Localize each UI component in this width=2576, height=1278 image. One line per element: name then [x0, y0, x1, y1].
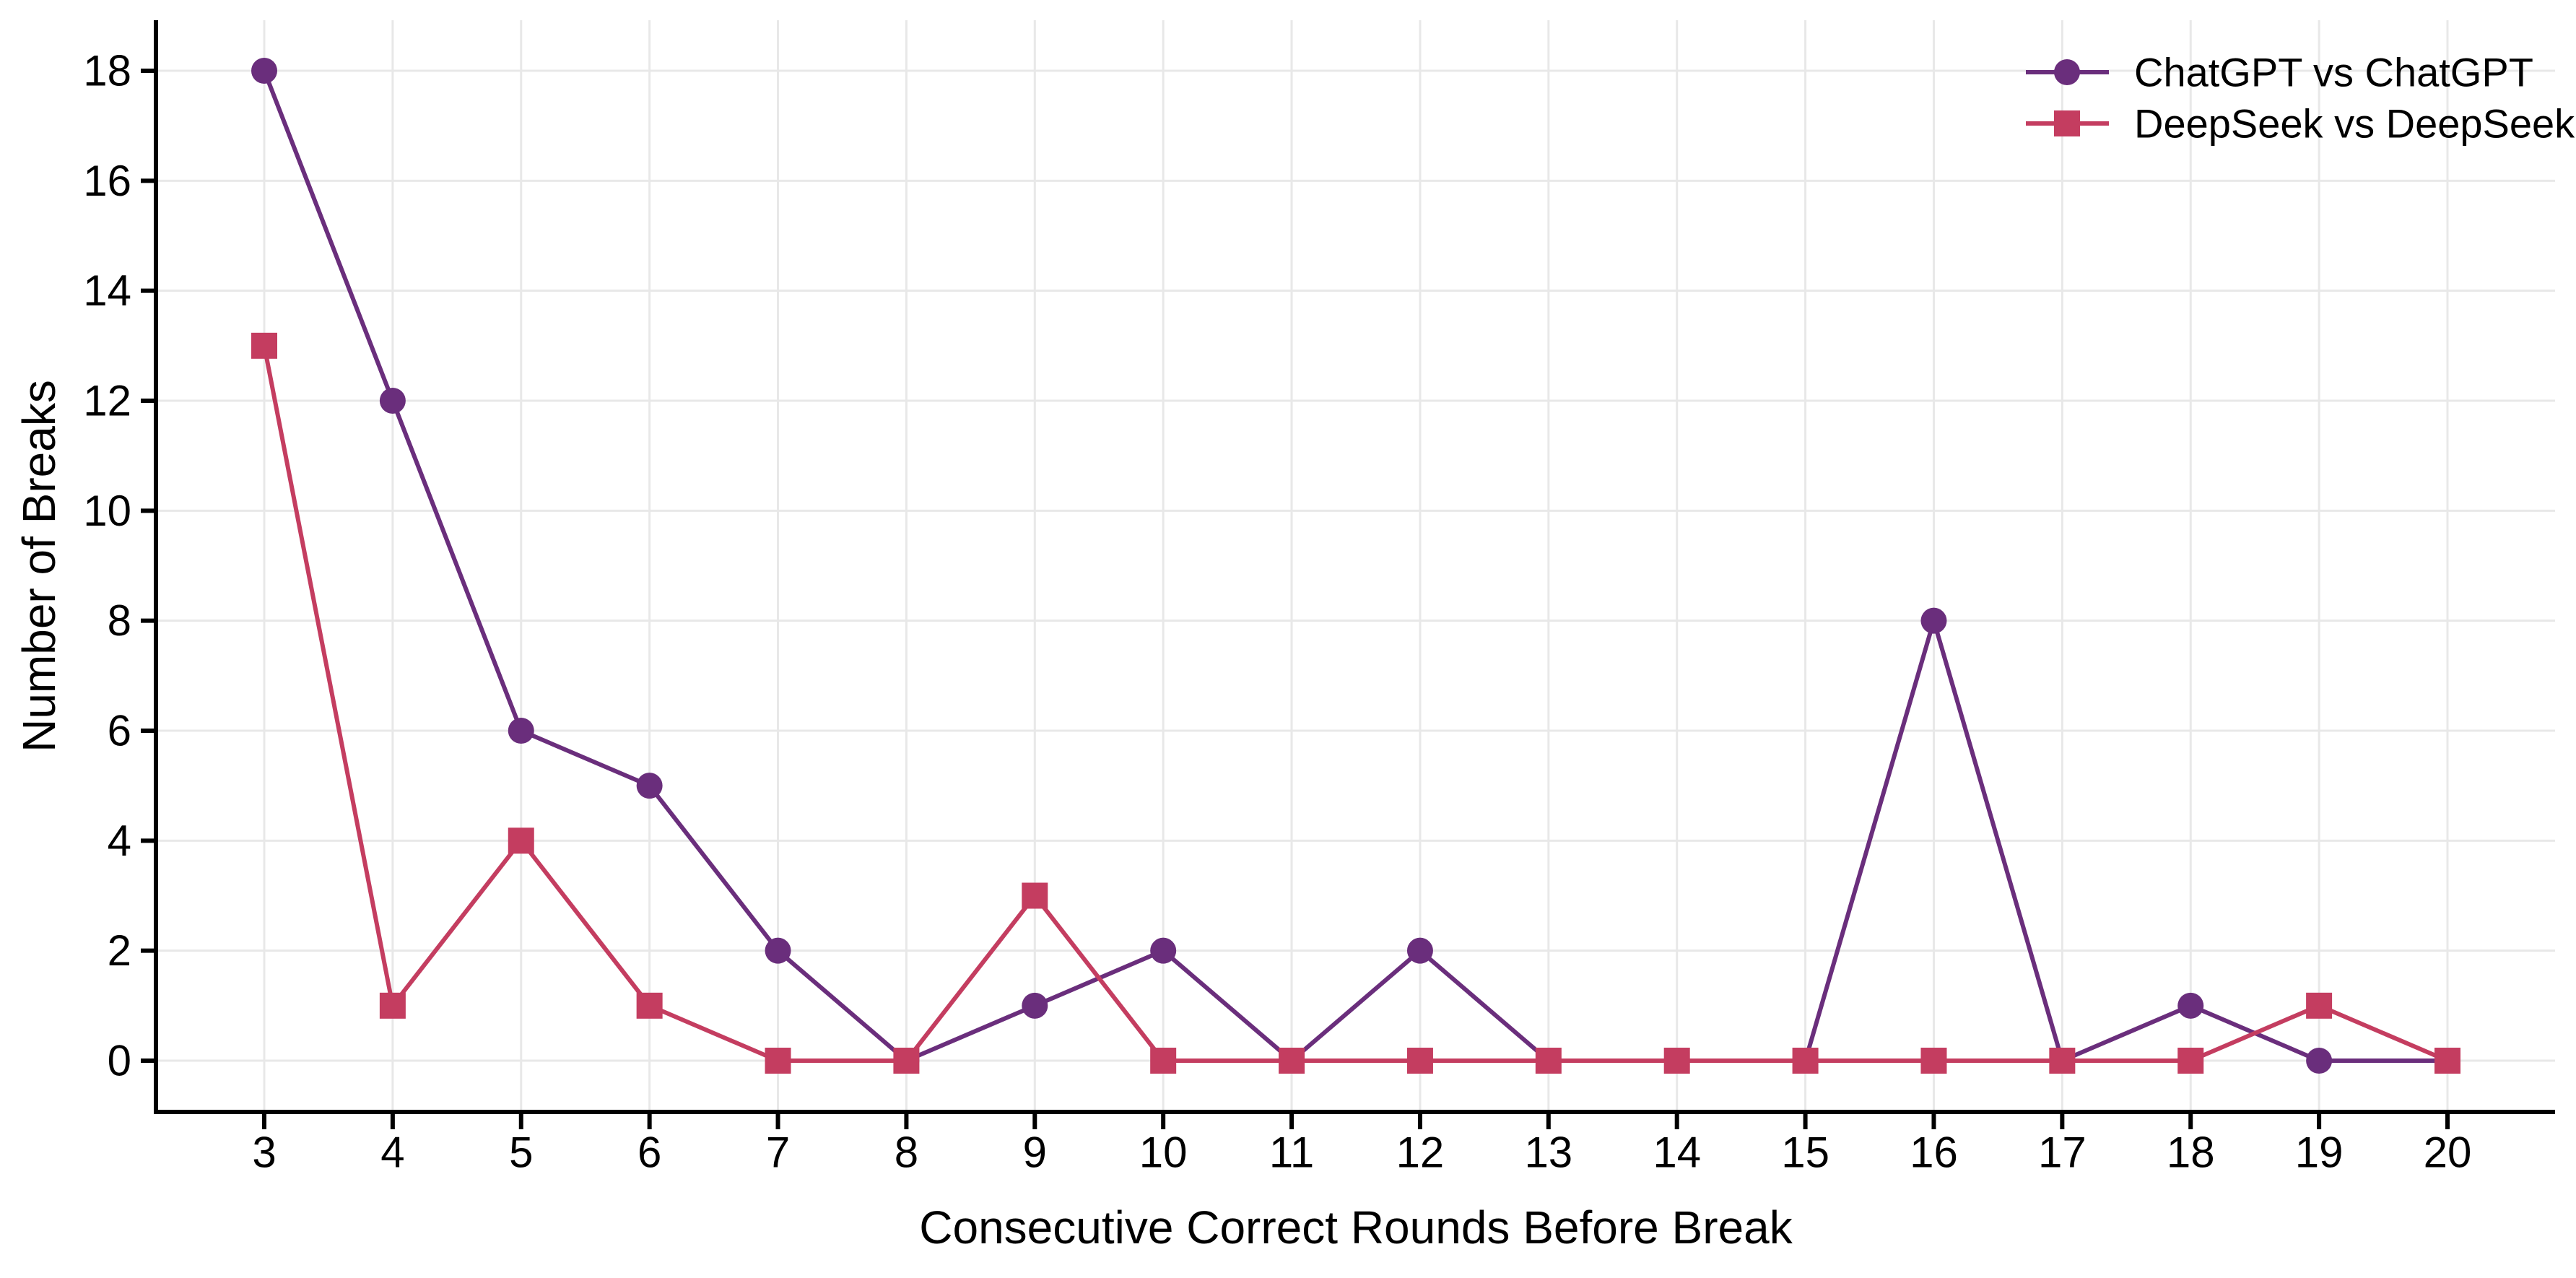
x-axis-title: Consecutive Correct Rounds Before Break	[919, 1201, 1793, 1253]
data-point-square	[2177, 1048, 2204, 1074]
data-point-circle	[2177, 992, 2204, 1019]
data-point-square	[508, 827, 534, 854]
x-tick-label: 8	[895, 1129, 918, 1177]
data-point-square	[2049, 1048, 2076, 1074]
data-point-circle	[2306, 1048, 2333, 1074]
data-point-square	[1406, 1048, 1433, 1074]
y-tick-label: 8	[108, 596, 131, 645]
data-point-circle	[1022, 992, 1048, 1019]
data-point-square	[765, 1048, 791, 1074]
x-tick-label: 18	[2167, 1129, 2215, 1177]
x-tick-label: 12	[1396, 1129, 1445, 1177]
x-tick-label: 3	[252, 1129, 276, 1177]
data-point-square	[1663, 1048, 1690, 1074]
y-tick-label: 4	[108, 817, 131, 865]
x-tick-label: 4	[380, 1129, 404, 1177]
x-tick-label: 10	[1139, 1129, 1188, 1177]
data-point-circle	[636, 773, 663, 799]
y-tick-label: 6	[108, 707, 131, 755]
data-point-square	[1920, 1048, 1947, 1074]
y-tick-label: 12	[83, 377, 131, 425]
y-tick-label: 0	[108, 1037, 131, 1085]
data-point-square	[1022, 882, 1048, 909]
x-tick-label: 6	[638, 1129, 661, 1177]
x-tick-label: 15	[1781, 1129, 1829, 1177]
legend-square-marker-icon	[2054, 110, 2080, 136]
data-point-circle	[765, 937, 791, 964]
data-point-square	[2434, 1048, 2460, 1074]
data-point-circle	[1920, 607, 1947, 634]
series-line	[262, 69, 2447, 1063]
x-tick-label: 14	[1653, 1129, 1701, 1177]
data-point-square	[893, 1048, 920, 1074]
legend-item-deepseek: DeepSeek vs DeepSeek	[2026, 101, 2575, 147]
legend-label-chatgpt: ChatGPT vs ChatGPT	[2134, 50, 2533, 95]
data-point-square	[1792, 1048, 1819, 1074]
data-point-square	[379, 992, 406, 1019]
y-tick-label: 10	[83, 487, 131, 535]
gridlines	[156, 20, 2555, 1112]
x-tick-label: 7	[766, 1129, 790, 1177]
data-series	[251, 58, 2460, 1074]
series-deepseek-vs-deepseek	[251, 332, 2460, 1074]
data-point-circle	[251, 58, 277, 84]
x-tick-label: 20	[2424, 1129, 2472, 1177]
y-tick-label: 18	[83, 47, 131, 95]
data-point-square	[636, 992, 663, 1019]
tick-labels: 3 4 5 6 7 8 9 10 11 12 13 14 15 16 17 18 19 20 0 2 4 6 8 10 12 14…	[83, 47, 2471, 1177]
axes	[141, 20, 2555, 1129]
legend-label-deepseek: DeepSeek vs DeepSeek	[2134, 101, 2575, 147]
series-line	[262, 345, 2449, 1063]
y-tick-label: 14	[83, 266, 131, 315]
data-point-circle	[379, 388, 406, 414]
x-tick-label: 16	[1910, 1129, 1958, 1177]
legend-circle-marker-icon	[2054, 59, 2080, 85]
data-point-square	[1150, 1048, 1177, 1074]
y-tick-label: 16	[83, 157, 131, 205]
data-point-square	[1279, 1048, 1305, 1074]
legend-item-chatgpt: ChatGPT vs ChatGPT	[2026, 50, 2533, 95]
x-tick-label: 17	[2038, 1129, 2087, 1177]
data-point-circle	[508, 718, 534, 744]
data-point-circle	[1150, 937, 1177, 964]
x-tick-label: 5	[509, 1129, 533, 1177]
x-tick-label: 13	[1524, 1129, 1572, 1177]
data-point-square	[1535, 1048, 1562, 1074]
x-tick-label: 9	[1023, 1129, 1047, 1177]
y-tick-label: 2	[108, 926, 131, 975]
y-axis-title: Number of Breaks	[13, 380, 65, 752]
data-point-square	[2306, 992, 2333, 1019]
x-tick-label: 11	[1269, 1129, 1314, 1177]
x-tick-label: 19	[2295, 1129, 2344, 1177]
legend: ChatGPT vs ChatGPT DeepSeek vs DeepSeek	[2026, 50, 2575, 147]
data-point-square	[251, 332, 277, 359]
data-point-circle	[1406, 937, 1433, 964]
